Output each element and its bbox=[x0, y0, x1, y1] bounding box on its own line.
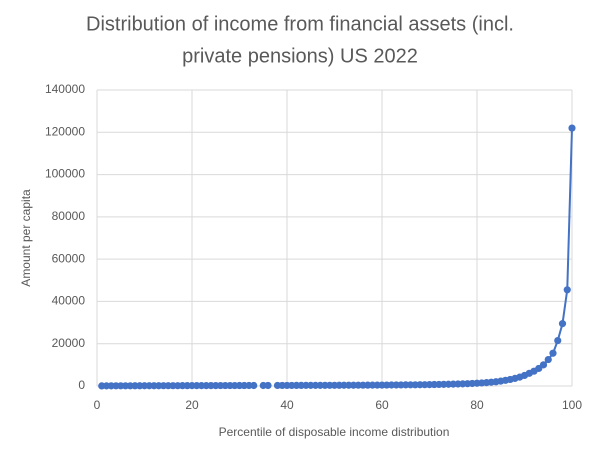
data-point bbox=[264, 381, 272, 390]
data-point bbox=[539, 361, 548, 369]
y-axis-label: Amount per capita bbox=[19, 189, 33, 287]
y-tick-label: 120000 bbox=[45, 124, 85, 138]
x-tick-label: 100 bbox=[562, 398, 582, 412]
x-axis-label: Percentile of disposable income distribu… bbox=[219, 425, 450, 439]
data-point bbox=[554, 336, 562, 345]
data-point bbox=[544, 355, 552, 364]
y-tick-label: 100000 bbox=[45, 167, 85, 181]
data-point bbox=[563, 286, 571, 294]
x-tick-label: 20 bbox=[185, 398, 199, 412]
y-tick-label: 40000 bbox=[52, 294, 86, 308]
data-point bbox=[549, 349, 557, 357]
chart-title: private pensions) US 2022 bbox=[182, 45, 418, 67]
y-tick-label: 140000 bbox=[45, 82, 85, 96]
data-point bbox=[558, 320, 567, 328]
x-tick-label: 0 bbox=[94, 398, 101, 412]
x-tick-label: 40 bbox=[280, 398, 294, 412]
data-point bbox=[568, 124, 576, 132]
y-tick-label: 20000 bbox=[52, 336, 86, 350]
y-tick-label: 60000 bbox=[52, 251, 86, 265]
y-tick-label: 80000 bbox=[52, 209, 86, 223]
chart-title: Distribution of income from financial as… bbox=[86, 13, 514, 35]
data-point bbox=[250, 381, 258, 390]
x-tick-label: 60 bbox=[375, 398, 389, 412]
y-tick-label: 0 bbox=[78, 378, 85, 392]
data-line bbox=[101, 128, 573, 387]
x-tick-label: 80 bbox=[470, 398, 484, 412]
